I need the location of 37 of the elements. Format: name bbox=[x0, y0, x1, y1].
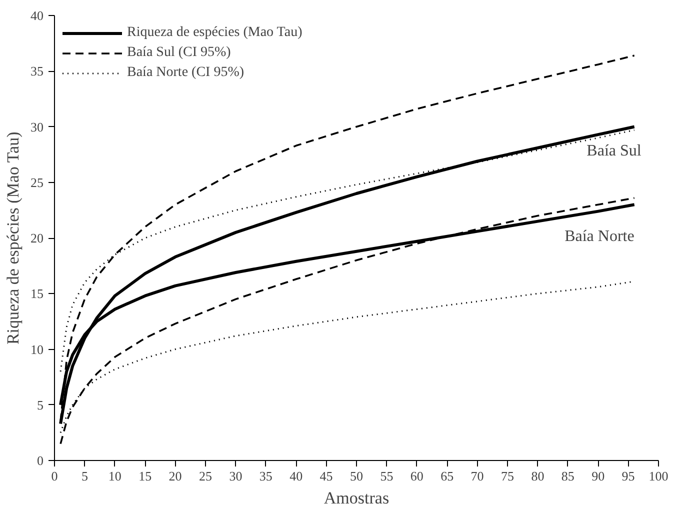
annotation: Baía Norte bbox=[564, 228, 634, 246]
x-tick-label: 25 bbox=[199, 468, 212, 484]
x-tick-label: 40 bbox=[290, 468, 303, 484]
x-tick-label: 5 bbox=[81, 468, 88, 484]
legend-label: Baía Sul (CI 95%) bbox=[127, 45, 231, 61]
annotation: Baía Sul bbox=[586, 142, 642, 160]
y-tick-label: 15 bbox=[30, 286, 44, 302]
x-tick-label: 30 bbox=[229, 468, 242, 484]
x-tick-label: 100 bbox=[648, 468, 668, 484]
x-tick-label: 45 bbox=[320, 468, 333, 484]
legend-label: Baía Norte (CI 95%) bbox=[127, 65, 244, 81]
x-tick-label: 95 bbox=[622, 468, 635, 484]
y-axis-title: Riqueza de espécies (Mao Tau) bbox=[4, 132, 22, 345]
y-tick-label: 40 bbox=[30, 8, 44, 23]
x-tick-label: 0 bbox=[51, 468, 58, 484]
y-tick-label: 30 bbox=[30, 119, 44, 134]
legend-label: Riqueza de espécies (Mao Tau) bbox=[127, 25, 302, 41]
x-tick-label: 90 bbox=[592, 468, 605, 484]
x-tick-label: 65 bbox=[440, 468, 454, 484]
y-tick-label: 10 bbox=[30, 342, 44, 357]
x-tick-label: 80 bbox=[531, 468, 544, 484]
y-tick-label: 25 bbox=[30, 174, 44, 190]
y-tick-label: 0 bbox=[37, 453, 44, 468]
y-tick-label: 5 bbox=[37, 397, 44, 412]
x-axis-title: Amostras bbox=[324, 488, 390, 508]
y-tick-label: 20 bbox=[30, 230, 44, 246]
x-tick-label: 15 bbox=[138, 468, 152, 484]
y-tick-label: 35 bbox=[30, 64, 44, 79]
x-tick-label: 60 bbox=[410, 468, 424, 484]
x-tick-label: 55 bbox=[380, 468, 394, 484]
x-tick-label: 50 bbox=[350, 468, 363, 484]
x-tick-label: 20 bbox=[168, 468, 182, 484]
x-tick-label: 85 bbox=[561, 468, 574, 484]
x-tick-label: 35 bbox=[259, 468, 272, 484]
x-tick-label: 10 bbox=[108, 468, 122, 484]
x-tick-label: 70 bbox=[470, 468, 484, 484]
x-tick-label: 75 bbox=[501, 468, 514, 484]
